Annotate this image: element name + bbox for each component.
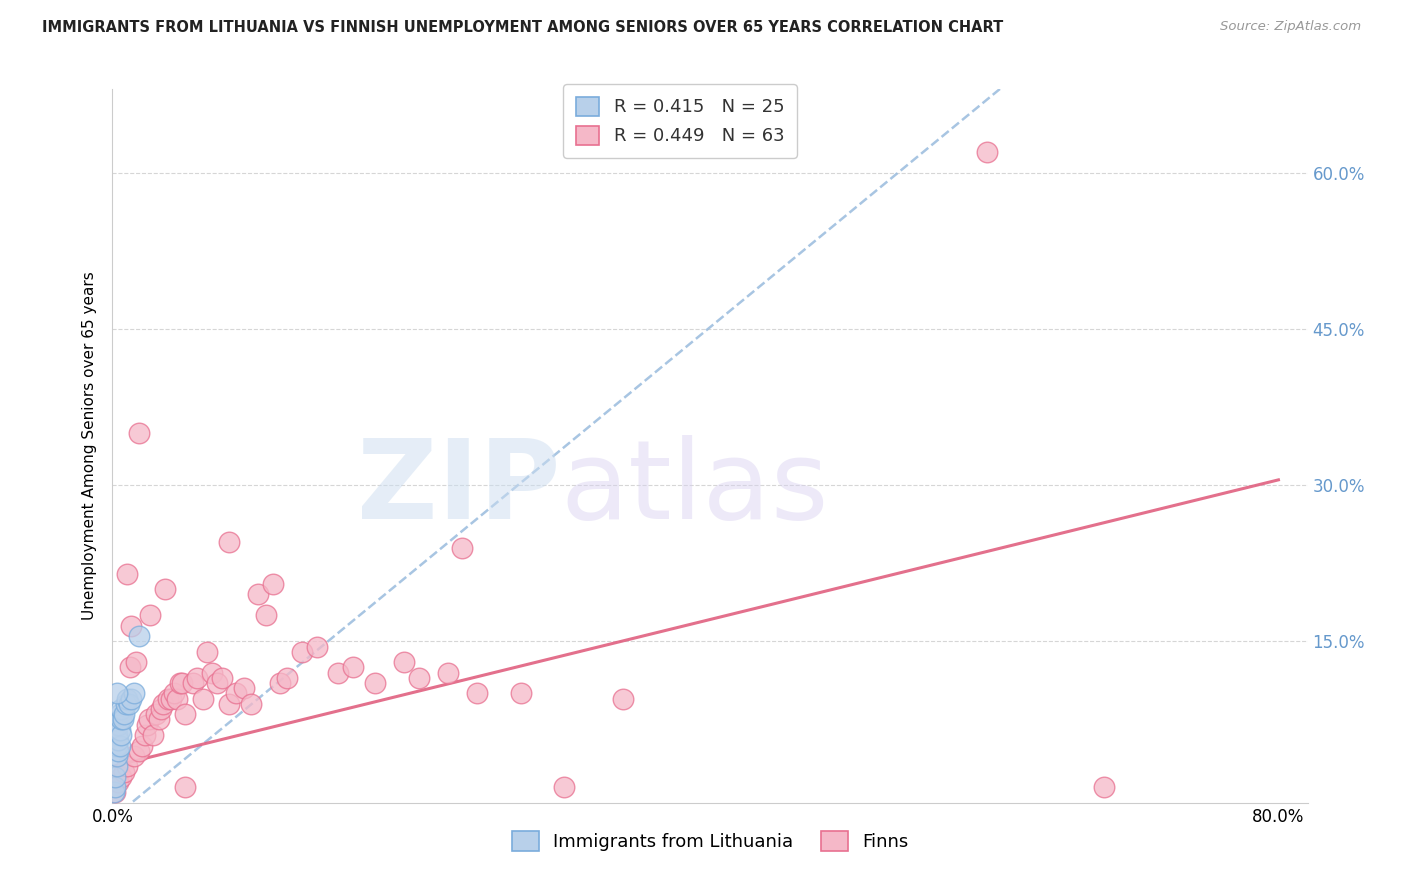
Point xyxy=(118,660,141,674)
Point xyxy=(103,785,125,799)
Point xyxy=(163,686,186,700)
Point xyxy=(225,686,247,700)
Point xyxy=(392,655,415,669)
Point xyxy=(166,691,188,706)
Point xyxy=(276,671,298,685)
Point xyxy=(107,733,129,747)
Point xyxy=(172,676,194,690)
Legend: Immigrants from Lithuania, Finns: Immigrants from Lithuania, Finns xyxy=(505,823,915,858)
Point xyxy=(328,665,350,680)
Point xyxy=(291,645,314,659)
Point xyxy=(128,744,150,758)
Point xyxy=(218,535,240,549)
Point xyxy=(218,697,240,711)
Point xyxy=(612,691,634,706)
Text: IMMIGRANTS FROM LITHUANIA VS FINNISH UNEMPLOYMENT AMONG SENIORS OVER 65 YEARS CO: IMMIGRANTS FROM LITHUANIA VS FINNISH UNE… xyxy=(42,20,1004,35)
Point xyxy=(104,780,127,794)
Text: Source: ZipAtlas.com: Source: ZipAtlas.com xyxy=(1220,20,1361,33)
Point xyxy=(110,702,132,716)
Point xyxy=(436,665,458,680)
Point xyxy=(115,566,138,581)
Point xyxy=(131,739,153,753)
Point xyxy=(262,577,284,591)
Point xyxy=(152,697,174,711)
Point xyxy=(104,770,127,784)
Point xyxy=(108,707,131,722)
Point xyxy=(105,748,128,763)
Point xyxy=(509,686,531,700)
Point xyxy=(142,728,165,742)
Point xyxy=(111,713,134,727)
Point xyxy=(115,691,138,706)
Point xyxy=(174,707,197,722)
Point xyxy=(364,676,387,690)
Point xyxy=(128,629,150,643)
Text: atlas: atlas xyxy=(561,435,830,542)
Point xyxy=(408,671,430,685)
Point xyxy=(124,686,146,700)
Point xyxy=(232,681,254,696)
Point xyxy=(105,686,128,700)
Point xyxy=(112,707,135,722)
Point xyxy=(976,145,998,159)
Point xyxy=(553,780,575,794)
Point xyxy=(153,582,176,597)
Point xyxy=(107,775,129,789)
Point xyxy=(120,618,142,632)
Point xyxy=(110,770,132,784)
Point xyxy=(156,691,179,706)
Point xyxy=(112,764,135,779)
Point xyxy=(169,676,191,690)
Point xyxy=(117,697,139,711)
Point xyxy=(105,739,128,753)
Point xyxy=(114,697,136,711)
Point xyxy=(200,665,222,680)
Point xyxy=(115,759,138,773)
Point xyxy=(149,702,172,716)
Point xyxy=(191,691,214,706)
Point xyxy=(148,713,170,727)
Point xyxy=(134,728,156,742)
Point xyxy=(125,655,148,669)
Point xyxy=(186,671,208,685)
Point xyxy=(139,608,162,623)
Point xyxy=(105,759,128,773)
Point xyxy=(239,697,262,711)
Point xyxy=(107,717,129,731)
Text: ZIP: ZIP xyxy=(357,435,561,542)
Point xyxy=(120,691,142,706)
Point xyxy=(136,717,159,731)
Point xyxy=(108,739,131,753)
Point xyxy=(110,728,132,742)
Point xyxy=(145,707,167,722)
Point xyxy=(124,748,146,763)
Point xyxy=(159,691,181,706)
Point xyxy=(1092,780,1115,794)
Point xyxy=(138,713,160,727)
Point xyxy=(110,713,132,727)
Point xyxy=(465,686,488,700)
Point xyxy=(174,780,197,794)
Point xyxy=(195,645,218,659)
Point xyxy=(181,676,204,690)
Point xyxy=(247,587,270,601)
Point xyxy=(108,723,131,737)
Point xyxy=(305,640,328,654)
Point xyxy=(107,744,129,758)
Point xyxy=(207,676,229,690)
Point xyxy=(451,541,474,555)
Point xyxy=(269,676,291,690)
Y-axis label: Unemployment Among Seniors over 65 years: Unemployment Among Seniors over 65 years xyxy=(82,272,97,620)
Point xyxy=(254,608,277,623)
Point xyxy=(342,660,364,674)
Point xyxy=(128,425,150,440)
Point xyxy=(211,671,233,685)
Point xyxy=(104,785,127,799)
Point xyxy=(105,728,128,742)
